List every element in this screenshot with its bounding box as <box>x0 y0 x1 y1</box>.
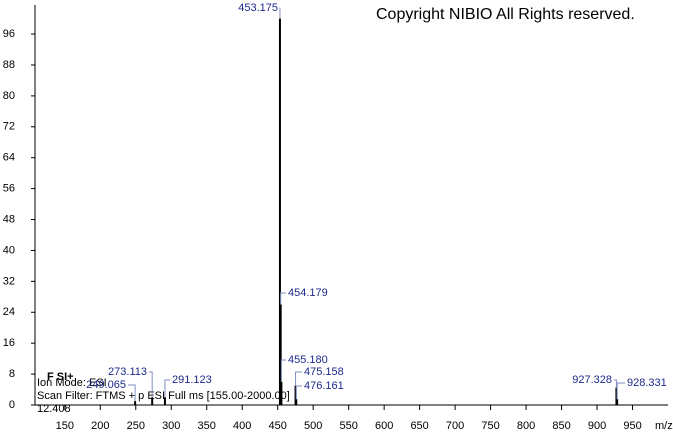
copyright: Copyright NIBIO All Rights reserved. <box>376 6 635 23</box>
peak-label-leader <box>616 382 625 400</box>
x-tick-label: 300 <box>162 420 180 432</box>
y-tick-label: 56 <box>3 183 15 195</box>
peak-label-leader <box>128 384 136 402</box>
x-tick-label: 150 <box>56 420 74 432</box>
x-tick-label: 450 <box>269 420 287 432</box>
peak <box>278 18 281 405</box>
peak <box>151 397 154 405</box>
x-tick-label: 800 <box>517 420 535 432</box>
y-tick-label: 0 <box>9 399 15 411</box>
x-tick-label: 500 <box>304 420 322 432</box>
x-tick-label: 350 <box>198 420 216 432</box>
peak-label: 453.175 <box>238 2 278 14</box>
ion-mode: Ion Mode: ESI <box>37 377 107 389</box>
x-tick-label: 250 <box>127 420 145 432</box>
retention-time: 12.408 <box>37 403 71 415</box>
y-tick-label: 16 <box>3 337 15 349</box>
peak-label: 927.328 <box>572 374 612 386</box>
peak <box>295 399 298 405</box>
y-tick-label: 24 <box>3 306 15 318</box>
peak <box>280 381 283 405</box>
y-tick-label: 72 <box>3 121 15 133</box>
x-tick-label: 950 <box>623 420 641 432</box>
x-tick-label: 900 <box>588 420 606 432</box>
y-tick-label: 88 <box>3 59 15 71</box>
peak <box>134 401 137 405</box>
y-tick-label: 96 <box>3 28 15 40</box>
peak-label-leader <box>280 359 286 382</box>
x-tick-label: 650 <box>410 420 428 432</box>
peak-label-leader <box>164 379 170 398</box>
peak-label-leader <box>149 371 153 398</box>
scan-filter: Scan Filter: FTMS + p ESI Full ms [155.0… <box>37 390 290 402</box>
y-tick-label: 48 <box>3 213 15 225</box>
x-tick-label: 850 <box>552 420 570 432</box>
peak <box>615 387 618 405</box>
peak-label: 454.179 <box>288 287 328 299</box>
peak-label-leader <box>295 371 302 386</box>
peak-label: 273.113 <box>108 366 147 378</box>
peak <box>294 385 297 405</box>
peak-label: 455.180 <box>288 354 328 366</box>
peak <box>279 304 282 405</box>
x-tick-label: 700 <box>446 420 464 432</box>
x-tick-label: 400 <box>233 420 251 432</box>
peak-label-leader <box>614 379 617 388</box>
x-tick-label: 600 <box>375 420 393 432</box>
peak-label: 928.331 <box>627 377 667 389</box>
mode-tag: F SI+ <box>47 371 74 383</box>
peak-label: 291.123 <box>172 374 212 386</box>
peak-label-leader <box>280 292 286 305</box>
x-tick-label: 550 <box>339 420 357 432</box>
peak-label: 475.158 <box>304 366 344 378</box>
y-tick-label: 64 <box>3 152 15 164</box>
peak-label: 476.161 <box>304 380 344 392</box>
peak-label: 249.065 <box>86 379 126 391</box>
x-tick-label: 750 <box>481 420 499 432</box>
peak-label-leader <box>295 385 302 400</box>
y-tick-label: 32 <box>3 275 15 287</box>
y-tick-label: 80 <box>3 90 15 102</box>
peak <box>163 397 166 405</box>
y-tick-label: 40 <box>3 244 15 256</box>
y-tick-label: 8 <box>9 368 15 380</box>
x-axis-label: m/z <box>655 420 673 432</box>
x-tick-label: 200 <box>91 420 109 432</box>
peak <box>616 399 619 405</box>
